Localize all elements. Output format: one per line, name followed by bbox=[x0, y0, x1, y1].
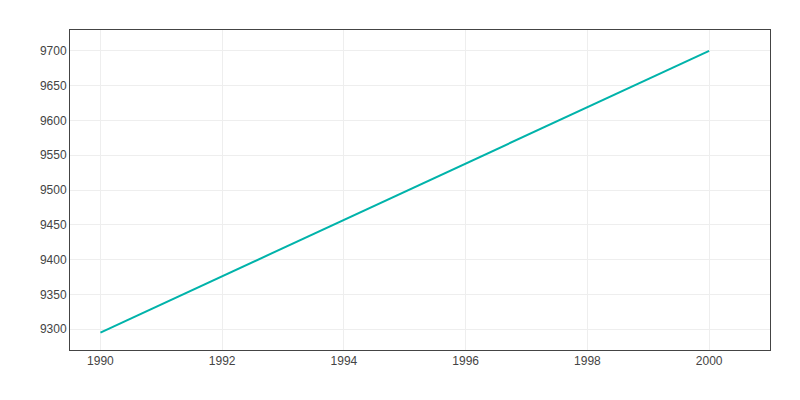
svg-text:1998: 1998 bbox=[574, 354, 601, 368]
svg-text:9350: 9350 bbox=[40, 288, 67, 302]
svg-text:1996: 1996 bbox=[452, 354, 479, 368]
svg-text:9600: 9600 bbox=[40, 114, 67, 128]
svg-text:9300: 9300 bbox=[40, 322, 67, 336]
svg-text:9500: 9500 bbox=[40, 183, 67, 197]
svg-text:1992: 1992 bbox=[209, 354, 236, 368]
svg-text:9550: 9550 bbox=[40, 148, 67, 162]
svg-text:9450: 9450 bbox=[40, 218, 67, 232]
svg-text:9650: 9650 bbox=[40, 79, 67, 93]
svg-text:2000: 2000 bbox=[696, 354, 723, 368]
svg-text:1990: 1990 bbox=[87, 354, 114, 368]
svg-text:1994: 1994 bbox=[331, 354, 358, 368]
svg-text:9400: 9400 bbox=[40, 253, 67, 267]
svg-text:9700: 9700 bbox=[40, 44, 67, 58]
